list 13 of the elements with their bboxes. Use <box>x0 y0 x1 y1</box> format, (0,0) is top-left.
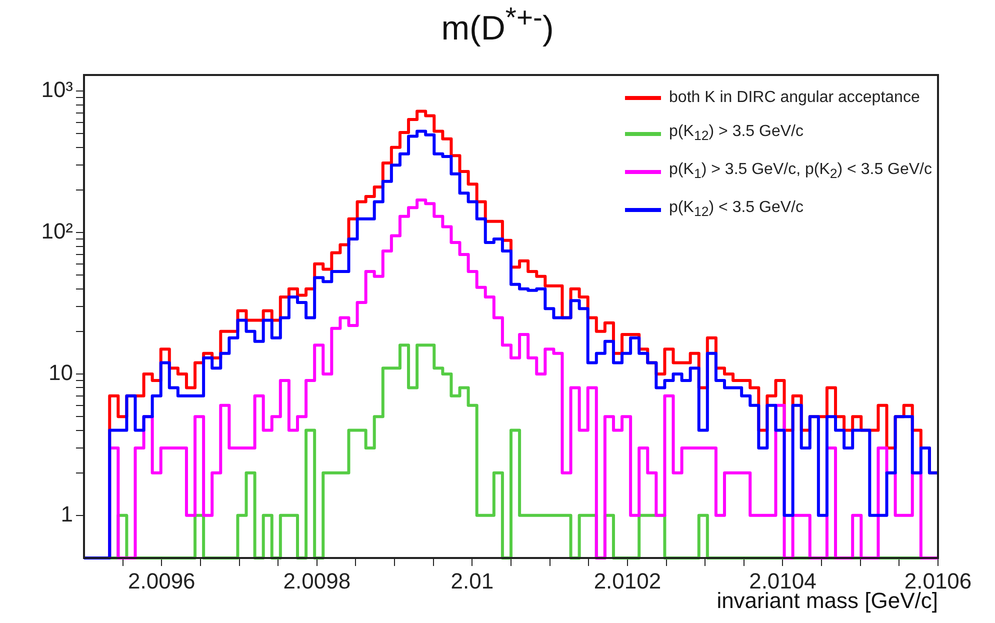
legend-label: p(K$_{12}$) < 3.5 GeV/c <box>669 198 804 222</box>
x-tick-label: 2.01 <box>450 568 494 594</box>
y-tick-label: 10 <box>48 360 73 386</box>
x-tick-label: 2.0098 <box>283 568 351 594</box>
x-tick-label: 2.0102 <box>594 568 662 594</box>
legend-label: p(K$_{1}$) > 3.5 GeV/c, p(K$_{2}$) < 3.5 GeV/c <box>669 160 932 184</box>
legend-label: both K in DIRC angular acceptance <box>669 88 920 108</box>
y-tick-label: 10³ <box>41 77 73 102</box>
y-tick-label: 10² <box>41 218 73 244</box>
x-tick-label: 2.0096 <box>128 568 196 594</box>
chart-title: m(D$^{*+-}$) <box>440 2 555 48</box>
y-tick-label: 1 <box>60 501 73 526</box>
legend-label: p(K$_{12}$) > 3.5 GeV/c <box>669 122 804 146</box>
